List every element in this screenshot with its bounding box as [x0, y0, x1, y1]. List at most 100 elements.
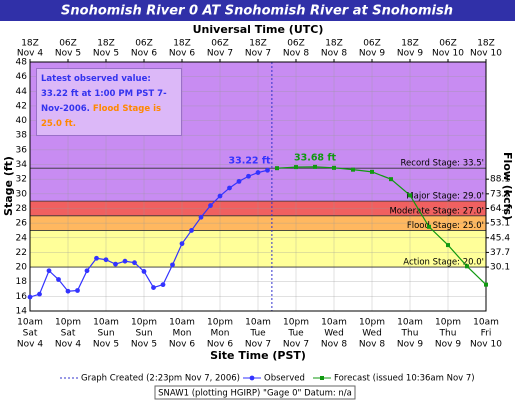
x-tick-label: 10am	[473, 318, 499, 328]
y-tick-label: 18	[16, 277, 28, 287]
x2-axis-label: Universal Time (UTC)	[193, 23, 324, 36]
x-tick-label: 10am	[321, 318, 347, 328]
annotation-flood: Flood Stage is 25.0 ft.	[41, 104, 162, 129]
x2-tick-label: 06Z	[439, 39, 457, 49]
x2-tick-label: 06Z	[135, 39, 153, 49]
y2-tick-label: 73.8	[490, 189, 510, 199]
plot-area	[29, 61, 487, 312]
x-tick-label: Sun	[97, 329, 114, 339]
x2-tick-label: Nov 6	[131, 49, 157, 59]
x2-tick-label: 18Z	[401, 39, 419, 49]
legend-observed-marker	[249, 375, 255, 381]
observed-point	[236, 178, 242, 184]
x-tick-label: Nov 7	[283, 340, 309, 350]
x-tick-label: Nov 6	[207, 340, 233, 350]
observed-point	[46, 268, 52, 274]
observed-point	[122, 258, 128, 264]
observed-point	[113, 261, 118, 267]
threshold-label: Flood Stage: 25.0'	[407, 221, 484, 231]
y-tick-label: 22	[16, 248, 27, 258]
observed-point	[265, 167, 270, 173]
x-tick-label: Nov 4	[17, 340, 43, 350]
threshold-label: Major Stage: 29.0'	[406, 192, 484, 202]
threshold-label: Moderate Stage: 27.0'	[389, 206, 484, 216]
x-tick-label: 10pm	[131, 318, 157, 328]
observed-point	[246, 173, 251, 179]
footer: SNAW1 (plotting HGIRP) "Gage 0" Datum: n…	[158, 389, 352, 399]
x2-tick-label: Nov 8	[321, 49, 347, 59]
observed-point	[56, 277, 61, 282]
y-tick-label: 48	[16, 58, 28, 68]
observed-point	[132, 260, 137, 266]
x-tick-label: Nov 9	[435, 340, 461, 350]
x-tick-label: Nov 4	[55, 340, 81, 350]
y-tick-label: 26	[16, 219, 28, 229]
y-tick-label: 32	[16, 175, 27, 185]
x2-tick-label: Nov 10	[470, 49, 502, 59]
x-tick-label: Nov 5	[93, 340, 119, 350]
forecast-point	[370, 169, 374, 174]
x-tick-label: 10pm	[55, 318, 81, 328]
x-tick-label: 10am	[397, 318, 423, 328]
observed-point	[217, 193, 223, 199]
forecast-point	[484, 282, 488, 287]
observed-point	[227, 185, 232, 191]
x2-tick-label: Nov 9	[359, 49, 385, 59]
x-tick-label: Nov 10	[470, 340, 502, 350]
forecast-point	[351, 167, 355, 172]
x-tick-label: Nov 8	[321, 340, 347, 350]
y-tick-label: 34	[16, 160, 28, 170]
forecast-point	[275, 166, 279, 171]
y-tick-label: 16	[16, 292, 28, 302]
observed-point	[151, 285, 156, 290]
y-tick-label: 20	[16, 263, 28, 273]
x2-tick-label: 06Z	[287, 39, 305, 49]
x-tick-label: 10am	[169, 318, 195, 328]
x2-tick-label: 06Z	[211, 39, 229, 49]
x-tick-label: Sat	[61, 329, 76, 339]
observed-point	[27, 294, 33, 300]
y-tick-label: 24	[16, 233, 28, 243]
x2-tick-label: Nov 5	[93, 49, 119, 59]
x-axis-label: Site Time (PST)	[210, 349, 306, 362]
x2-tick-label: 06Z	[59, 39, 77, 49]
x-tick-label: Sat	[23, 329, 38, 339]
forecast-point	[427, 224, 431, 229]
x-tick-label: 10pm	[283, 318, 309, 328]
observed-point	[189, 228, 194, 233]
y-tick-label: 38	[16, 131, 28, 141]
x2-tick-label: 18Z	[173, 39, 191, 49]
observed-point	[103, 257, 109, 263]
forecast-point	[408, 193, 412, 198]
x2-tick-label: Nov 4	[17, 49, 43, 59]
x-tick-label: Thu	[439, 329, 457, 339]
observed-point	[170, 262, 175, 268]
x-tick-label: Tue	[249, 329, 266, 339]
x-tick-label: 10am	[17, 318, 43, 328]
y-tick-label: 36	[16, 145, 28, 155]
x2-tick-label: Nov 7	[207, 49, 233, 59]
annotation-box: Latest observed value: 33.22 ft at 1:00 …	[36, 68, 182, 136]
legend-forecast-marker	[320, 376, 324, 380]
forecast-point	[332, 165, 336, 170]
y-tick-label: 30	[16, 189, 28, 199]
x-tick-label: Nov 6	[169, 340, 195, 350]
observed-point	[37, 291, 42, 297]
annotation-observed: Latest observed value: 33.22 ft at 1:00 …	[41, 74, 167, 114]
x-tick-label: Mon	[173, 329, 192, 339]
value-label: 33.22 ft	[228, 156, 270, 167]
y2-tick-label: 64.2	[490, 204, 510, 214]
x2-tick-label: 18Z	[249, 39, 267, 49]
observed-point	[141, 269, 147, 274]
y2-tick-label: 53.1	[490, 219, 510, 229]
y2-tick-label: 37.7	[490, 248, 510, 258]
x2-tick-label: Nov 5	[55, 49, 81, 59]
x-tick-label: Tue	[287, 329, 304, 339]
y2-tick-label: 30.1	[490, 263, 510, 273]
x-tick-label: 10pm	[435, 318, 461, 328]
x2-tick-label: 18Z	[477, 39, 495, 49]
value-label: 33.68 ft	[294, 152, 336, 163]
y-tick-label: 14	[16, 307, 28, 317]
x-tick-label: Sun	[135, 329, 152, 339]
